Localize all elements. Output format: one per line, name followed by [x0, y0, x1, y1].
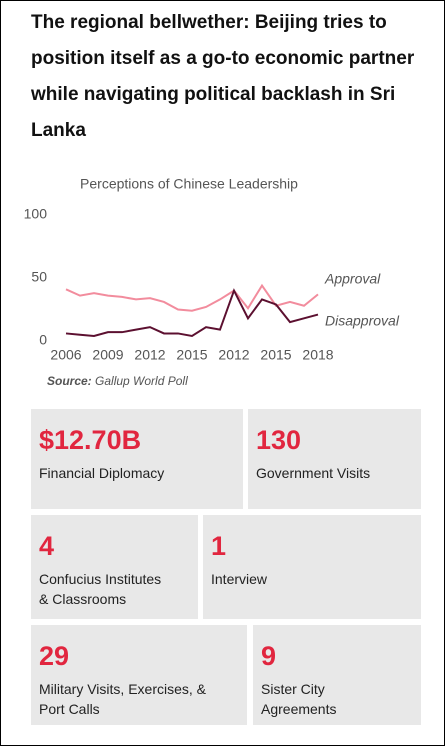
stat-label-line: Sister City	[261, 681, 325, 697]
stat-tile: 1 Interview	[203, 515, 421, 619]
x-tick-label: 2012	[134, 347, 165, 363]
stat-label-line: Military Visits, Exercises, &	[39, 681, 206, 697]
stat-label-line: Financial Diplomacy	[39, 465, 165, 481]
stat-value: 1	[211, 531, 227, 561]
stat-label-line: Agreements	[261, 701, 337, 717]
chart-title: Perceptions of Chinese Leadership	[80, 176, 298, 192]
x-tick-label: 2006	[50, 347, 81, 363]
stat-label-line: Confucius Institutes	[39, 571, 162, 587]
source: Source: Gallup World Poll	[47, 374, 188, 388]
series-label: Disapproval	[325, 313, 400, 329]
stat-tile: 9 Sister City Agreements	[253, 625, 421, 725]
stat-label: Financial Diplomacy	[39, 463, 243, 483]
headline: The regional bellwether: Beijing tries t…	[31, 12, 415, 141]
x-tick-label: 2015	[176, 347, 207, 363]
source-label: Source:	[47, 374, 92, 388]
x-tick-label: 2018	[302, 347, 333, 363]
stat-value: 4	[39, 531, 55, 561]
stat-label: Confucius Institutes & Classrooms	[39, 569, 198, 609]
chart: Perceptions of Chinese Leadership Source…	[24, 176, 400, 388]
stat-label-line: Interview	[211, 571, 268, 587]
stat-value: 29	[39, 641, 70, 671]
stat-label: Interview	[211, 569, 421, 589]
stat-tile: 29 Military Visits, Exercises, & Port Call…	[31, 625, 247, 725]
stat-tile: $12.70B Financial Diplomacy	[31, 409, 243, 509]
line-approval	[65, 283, 319, 312]
series-label: Approval	[324, 271, 381, 287]
stat-label: Government Visits	[256, 463, 421, 483]
source-text: Gallup World Poll	[95, 374, 188, 388]
stat-label-line: Port Calls	[39, 701, 100, 717]
y-tick-label: 100	[24, 206, 48, 222]
line-disapproval	[65, 288, 319, 338]
x-tick-label: 2015	[260, 347, 291, 363]
stat-value: 130	[256, 425, 302, 455]
y-tick-label: 50	[31, 269, 47, 285]
stat-value: $12.70B	[39, 425, 142, 455]
stat-tile: 130 Government Visits	[248, 409, 421, 509]
stat-label-line: & Classrooms	[39, 591, 127, 607]
stat-label: Military Visits, Exercises, & Port Calls	[39, 679, 247, 719]
stat-label-line: Government Visits	[256, 465, 371, 481]
x-tick-label: 2009	[92, 347, 123, 363]
stat-label: Sister City Agreements	[261, 679, 421, 719]
x-tick-label: 2012	[218, 347, 249, 363]
stat-tile: 4 Confucius Institutes & Classrooms	[31, 515, 198, 619]
y-tick-label: 0	[39, 332, 47, 348]
stat-value: 9	[261, 641, 277, 671]
